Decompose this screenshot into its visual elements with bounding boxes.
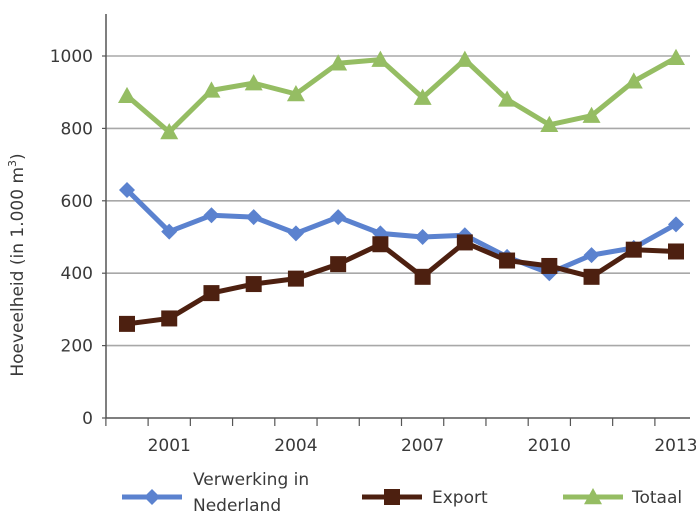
data-point — [414, 268, 431, 285]
legend-label: Export — [432, 488, 488, 508]
y-axis-label-close: ) — [8, 153, 28, 160]
data-point — [498, 90, 517, 107]
data-point — [160, 123, 179, 140]
series-square — [119, 234, 684, 332]
data-point — [330, 256, 347, 273]
data-point — [244, 74, 263, 91]
data-point — [583, 247, 600, 264]
x-tick-label: 2010 — [528, 436, 571, 456]
series-group — [118, 48, 685, 332]
legend-marker — [584, 488, 602, 505]
data-point — [372, 236, 389, 253]
data-point — [541, 257, 558, 274]
data-point — [625, 241, 642, 258]
x-tick-label: 2001 — [148, 436, 191, 456]
data-point — [540, 115, 559, 132]
legend-label: Verwerking in — [193, 470, 309, 490]
legend-item: Totaal — [563, 488, 682, 508]
data-point — [624, 72, 643, 89]
legend: Verwerking in Nederland Export Totaal — [122, 470, 682, 514]
data-point — [329, 54, 348, 71]
data-point — [287, 270, 304, 287]
data-point — [203, 285, 220, 302]
series-diamond — [119, 181, 684, 282]
data-point — [119, 315, 135, 332]
data-point — [118, 86, 136, 104]
legend-marker — [384, 489, 400, 505]
legend-label: Totaal — [631, 488, 682, 508]
legend-marker — [144, 489, 160, 505]
data-point — [455, 50, 474, 67]
data-point — [668, 216, 684, 233]
legend-label: Nederland — [193, 496, 281, 514]
y-tick-label: 400 — [61, 264, 93, 284]
series-triangle — [118, 48, 685, 140]
y-tick-label: 600 — [61, 192, 93, 212]
data-point — [202, 81, 221, 98]
x-tick-label: 2007 — [401, 436, 444, 456]
data-point — [203, 207, 220, 224]
y-tick-labels: 0 200 400 600 800 1000 — [50, 47, 106, 429]
data-point — [668, 243, 684, 260]
y-axis-label-superscript: 3 — [6, 160, 19, 167]
data-point — [330, 209, 347, 226]
data-point — [499, 252, 516, 269]
data-point — [119, 181, 135, 198]
legend-item: Verwerking in Nederland — [122, 470, 309, 514]
x-tick-label: 2004 — [274, 436, 317, 456]
data-point — [583, 268, 600, 285]
data-point — [161, 310, 178, 327]
x-tick-label: 2013 — [654, 436, 696, 456]
y-axis-label: Hoeveelheid (in 1.000 m3) — [6, 153, 28, 376]
data-point — [582, 106, 601, 123]
y-axis-label-text: Hoeveelheid (in 1.000 m — [8, 167, 28, 377]
legend-item: Export — [362, 488, 488, 508]
y-tick-label: 1000 — [50, 47, 93, 67]
y-tick-label: 0 — [82, 409, 93, 429]
series-line — [125, 55, 678, 135]
data-point — [456, 234, 473, 251]
data-point — [287, 225, 304, 242]
y-tick-label: 200 — [61, 337, 93, 357]
data-point — [286, 85, 305, 102]
data-point — [413, 88, 432, 105]
data-point — [371, 50, 390, 67]
data-point — [667, 48, 685, 66]
data-point — [414, 229, 431, 245]
data-point — [161, 223, 178, 240]
data-point — [245, 276, 262, 293]
x-tick-labels: 2001 2004 2007 2010 2013 — [105, 418, 696, 456]
data-point — [245, 209, 262, 226]
y-tick-label: 800 — [61, 119, 93, 139]
